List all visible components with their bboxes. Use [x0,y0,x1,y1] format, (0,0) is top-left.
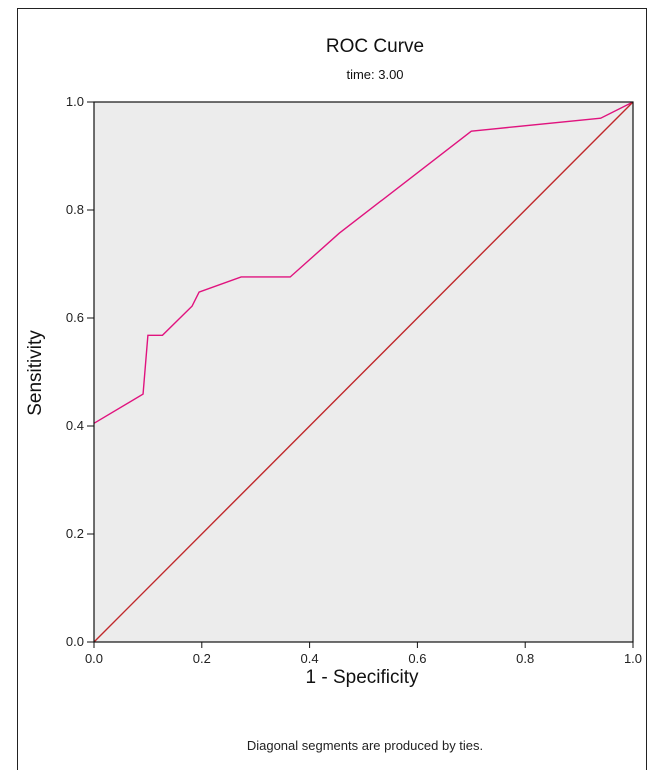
chart-frame [17,8,647,770]
x-tick-label: 0.4 [301,651,319,666]
y-axis-label: Sensitivity [25,330,46,416]
axis-ticks: 0.0 0.2 0.4 0.6 0.8 1.0 0.0 0.2 0.4 0.6 0.8 1.0 [66,94,642,666]
y-tick-label: 0.8 [66,202,84,217]
reference-diagonal-line [93,101,634,643]
y-tick-label: 0.0 [66,634,84,649]
y-tick-label: 0.2 [66,526,84,541]
x-tick-label: 0.0 [85,651,103,666]
x-tick-label: 0.6 [408,651,426,666]
x-tick-label: 0.8 [516,651,534,666]
y-tick-label: 0.6 [66,310,84,325]
roc-curve-line [93,101,634,424]
x-axis-label: 1 - Specificity [306,667,419,688]
series-layer [93,101,634,643]
x-tick-label: 1.0 [624,651,642,666]
x-tick-label: 0.2 [193,651,211,666]
chart-title: ROC Curve [326,36,424,57]
chart-footnote: Diagonal segments are produced by ties. [247,738,483,753]
y-tick-label: 0.4 [66,418,84,433]
chart-subtitle: time: 3.00 [346,67,403,82]
y-tick-label: 1.0 [66,94,84,109]
plot-border [93,101,634,643]
